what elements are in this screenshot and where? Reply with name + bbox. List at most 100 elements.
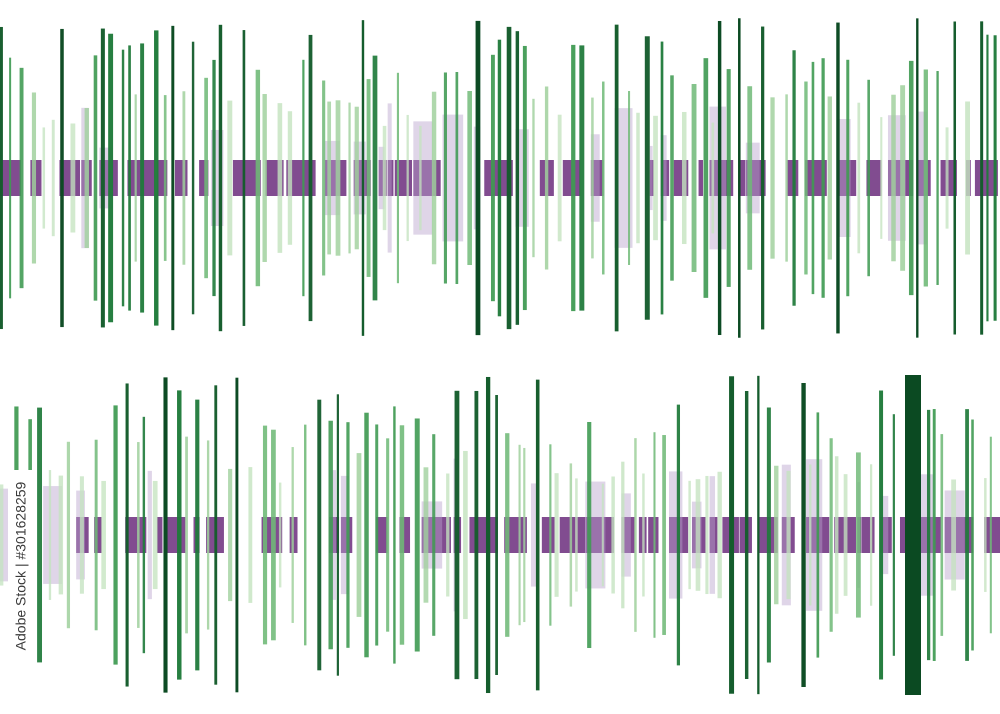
green-bar [891, 94, 896, 262]
purple-core [199, 160, 209, 196]
green-bar [932, 409, 936, 661]
green-bar [557, 114, 562, 242]
green-bar [628, 91, 631, 265]
green-bar [152, 480, 158, 590]
purple-core [156, 517, 163, 553]
green-bar [137, 442, 140, 628]
green-bar [880, 117, 883, 239]
green-bar [940, 434, 944, 636]
green-bar [836, 22, 840, 334]
green-bar [786, 470, 791, 600]
green-bar [177, 390, 182, 680]
green-bar [93, 55, 98, 301]
green-bar [308, 34, 313, 322]
green-bar [634, 438, 637, 632]
purple-core [167, 517, 186, 553]
green-bar [774, 465, 779, 605]
green-bar [834, 456, 839, 614]
green-bar [575, 478, 578, 592]
purple-core [559, 517, 586, 553]
purple-core [861, 517, 875, 553]
green-bar [336, 394, 339, 676]
purple-halo [806, 459, 823, 611]
green-bar [346, 422, 350, 648]
green-bar [474, 390, 479, 680]
green-bar [747, 86, 753, 270]
green-bar [101, 480, 106, 590]
green-bar [113, 405, 118, 665]
green-bar [602, 81, 605, 275]
green-bar [235, 377, 239, 693]
green-bar [58, 475, 64, 595]
green-bar [523, 447, 526, 623]
purple-core [378, 160, 387, 196]
green-bar [19, 67, 24, 289]
green-bar [0, 484, 4, 586]
green-bar [729, 376, 735, 694]
green-bar [495, 395, 498, 675]
credit-backdrop [8, 470, 36, 700]
green-bar [348, 102, 351, 254]
green-bar [48, 470, 52, 600]
purple-core [590, 160, 604, 196]
green-bar [705, 475, 709, 595]
green-bar [738, 18, 741, 338]
green-bar [372, 55, 378, 301]
green-bar [242, 30, 246, 326]
green-bar [691, 84, 697, 272]
green-bar [37, 407, 43, 663]
purple-core [984, 517, 1000, 553]
green-bar [676, 404, 681, 666]
purple-halo [413, 121, 433, 235]
purple-halo [660, 135, 667, 221]
purple-core [648, 517, 659, 553]
green-bar [382, 125, 387, 231]
green-bar [614, 24, 619, 332]
green-bar [262, 94, 267, 262]
green-bar [879, 390, 884, 680]
purple-core [649, 160, 654, 196]
green-bar [945, 127, 949, 229]
green-bar [100, 28, 105, 328]
green-bar [406, 114, 409, 242]
green-bar [206, 440, 210, 630]
purple-core [879, 517, 892, 553]
purple-halo [781, 464, 791, 606]
green-bar [601, 483, 604, 587]
green-bar [829, 438, 833, 632]
green-bar [163, 377, 168, 693]
green-bar [926, 409, 931, 661]
purple-halo [147, 470, 152, 600]
green-bar [703, 58, 709, 298]
green-bar [811, 61, 815, 295]
purple-core [541, 517, 555, 553]
green-bar [185, 436, 188, 634]
green-bar [142, 416, 146, 654]
green-bar [532, 98, 535, 258]
green-bar [827, 96, 832, 260]
purple-halo [530, 483, 538, 587]
green-bar [695, 479, 701, 591]
green-bar [42, 127, 46, 229]
green-bar [535, 379, 540, 691]
green-bar [770, 97, 775, 259]
green-bar [322, 80, 326, 276]
green-bar [134, 94, 137, 262]
green-bar [79, 476, 84, 594]
green-bar [171, 25, 175, 331]
purple-core [469, 517, 498, 553]
purple-core [660, 160, 670, 196]
green-bar [804, 81, 808, 275]
green-bar [366, 79, 371, 277]
green-bar [544, 86, 549, 270]
green-bar [214, 385, 218, 685]
purple-core [504, 517, 527, 553]
purple-halo [43, 486, 63, 584]
green-bar [278, 482, 282, 588]
green-bar [792, 50, 796, 306]
green-bar [354, 106, 359, 250]
green-bar [443, 72, 447, 284]
purple-core [805, 160, 827, 196]
purple-halo [378, 146, 385, 210]
green-bar [989, 436, 992, 634]
